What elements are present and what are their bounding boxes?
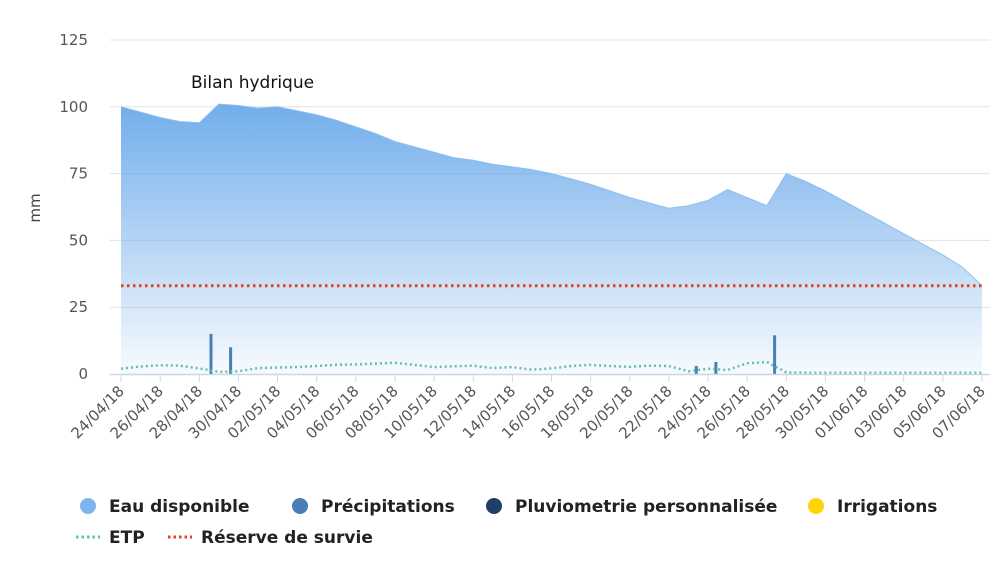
y-tick-label: 0	[78, 365, 88, 383]
y-axis-label: mm	[26, 193, 44, 222]
legend-label: Précipitations	[321, 497, 455, 517]
y-axis-ticks: 0 25 50 75 100 125	[59, 31, 88, 383]
legend-item[interactable]: Réserve de survie	[168, 528, 373, 548]
legend-marker	[80, 498, 96, 514]
y-tick-label: 75	[69, 165, 88, 183]
precipitation-bar	[714, 362, 718, 374]
precipitation-bar	[773, 335, 777, 374]
available-water-area	[120, 103, 983, 374]
legend-marker	[808, 498, 824, 514]
y-tick-label: 125	[59, 31, 88, 49]
precipitation-columns	[209, 333, 777, 374]
series-area-eau-disponible	[121, 104, 982, 374]
legend-item[interactable]: Précipitations	[292, 497, 455, 517]
series-line-eau-disponible	[120, 103, 983, 287]
legend-label: Eau disponible	[109, 497, 250, 517]
legend-marker	[292, 498, 308, 514]
chart-title: Bilan hydrique	[191, 73, 314, 93]
legend-item[interactable]: Irrigations	[808, 497, 937, 517]
x-axis: 24/04/1826/04/1828/04/1830/04/1802/05/18…	[67, 373, 990, 442]
legend-label: Pluviometrie personnalisée	[515, 497, 777, 517]
legend-label: Irrigations	[837, 497, 937, 517]
y-tick-label: 25	[69, 298, 88, 316]
legend-label: Réserve de survie	[201, 528, 373, 548]
legend-item[interactable]: Pluviometrie personnalisée	[486, 497, 777, 517]
precipitation-bar	[209, 333, 213, 374]
legend-item[interactable]: Eau disponible	[80, 497, 250, 517]
y-tick-label: 100	[59, 98, 88, 116]
precipitation-bar	[694, 366, 698, 374]
legend-item[interactable]: ETP	[76, 528, 145, 548]
precipitation-bar	[229, 347, 233, 374]
legend: Eau disponible Précipitations Pluviometrie…	[76, 497, 937, 548]
y-tick-label: 50	[69, 231, 88, 249]
legend-label: ETP	[109, 528, 145, 548]
legend-marker	[486, 498, 502, 514]
